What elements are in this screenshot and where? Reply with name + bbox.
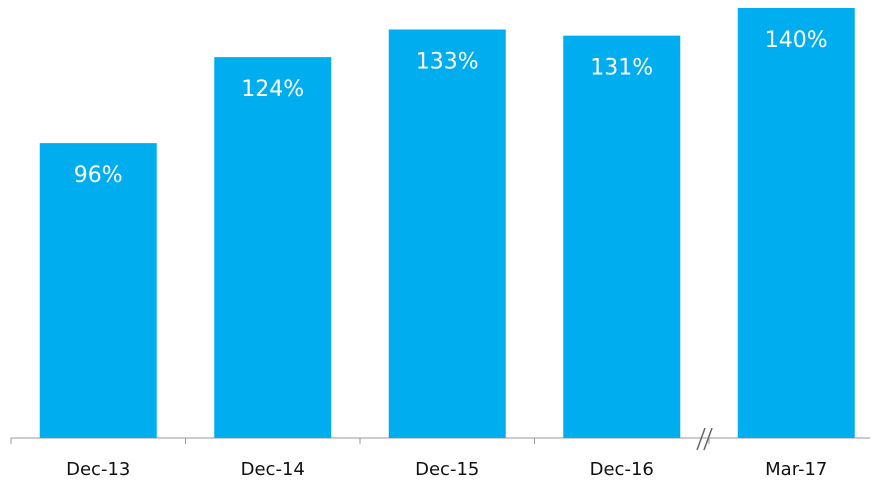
axis-break — [703, 427, 713, 451]
value-label: 96% — [74, 163, 123, 188]
bar — [388, 29, 506, 438]
value-label: 140% — [765, 28, 828, 53]
value-label: 131% — [590, 56, 653, 81]
bar — [737, 8, 855, 438]
bar — [214, 57, 332, 439]
value-label: 133% — [416, 50, 479, 75]
x-tick-label: Mar-17 — [765, 459, 827, 480]
x-tick-label: Dec-14 — [241, 459, 305, 480]
x-tick-label: Dec-13 — [66, 459, 130, 480]
x-tick-label: Dec-16 — [590, 459, 654, 480]
x-tick-label: Dec-15 — [415, 459, 479, 480]
bar — [39, 143, 157, 438]
value-label: 124% — [241, 77, 304, 102]
axis-break — [696, 427, 706, 451]
bar — [563, 35, 681, 439]
